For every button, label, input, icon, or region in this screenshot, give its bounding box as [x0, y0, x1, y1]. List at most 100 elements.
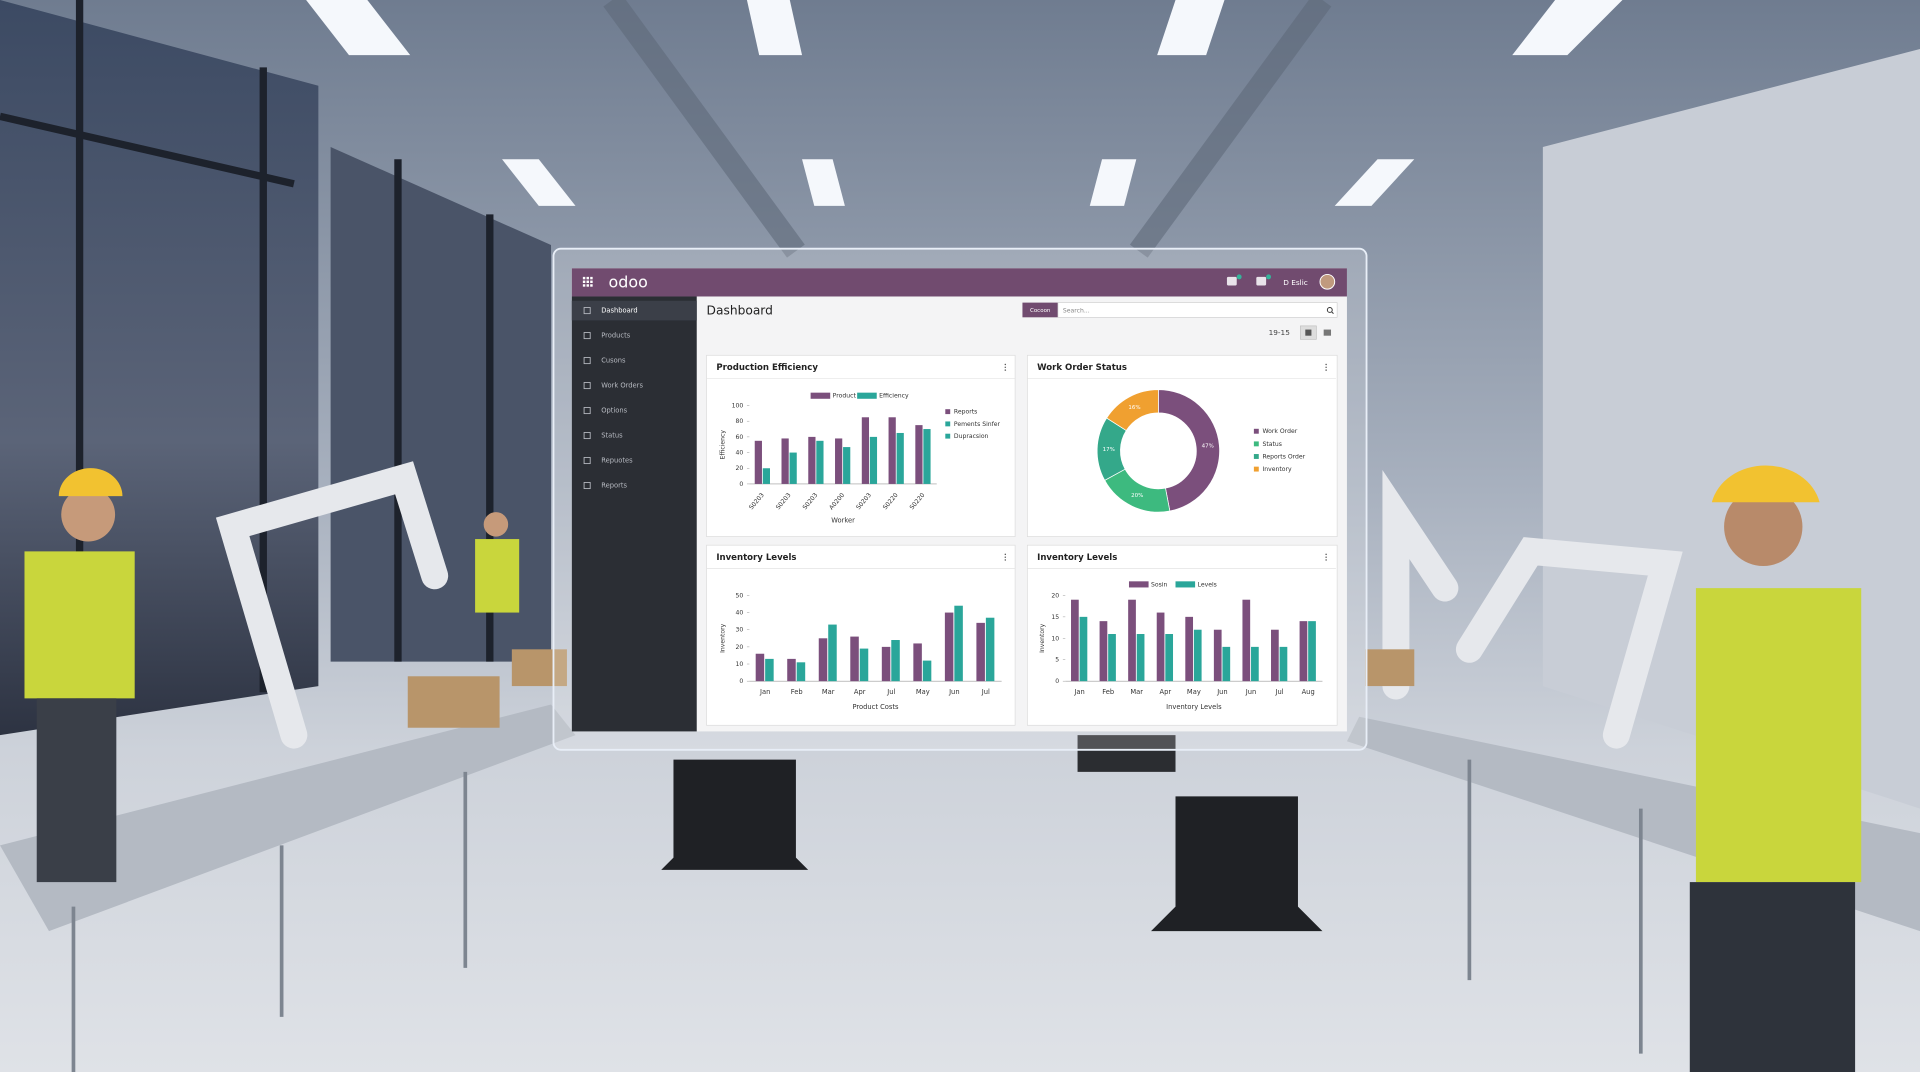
bar: [922, 660, 932, 682]
kanban-icon: [1305, 329, 1312, 336]
bar: [891, 640, 900, 682]
y-tick-label: 30: [735, 627, 743, 634]
y-tick-label: 60: [735, 434, 743, 441]
bar: [755, 653, 765, 682]
worker-left: [24, 468, 135, 883]
y-tick-label: 15: [1051, 614, 1059, 621]
menu-item[interactable]: Products: [601, 332, 631, 340]
legend-swatch: [1253, 428, 1259, 434]
notification-icons[interactable]: [1226, 274, 1272, 286]
legend-swatch: [1253, 454, 1259, 459]
legend-swatch: [1175, 581, 1196, 588]
legend-swatch: [857, 392, 877, 399]
worker-mid: [475, 512, 520, 613]
x-axis-label: Product Costs: [852, 703, 899, 711]
legend-label: Reports: [954, 409, 977, 416]
bar: [859, 648, 869, 682]
card-menu-dot[interactable]: [1325, 559, 1327, 561]
search-button-label[interactable]: Cocoon: [1030, 308, 1051, 314]
search-box[interactable]: [1057, 302, 1338, 318]
legend-label: Product: [833, 393, 857, 400]
menu-item[interactable]: Work Orders: [601, 382, 643, 390]
card-menu-dot[interactable]: [1004, 553, 1007, 556]
bar: [1071, 599, 1079, 682]
y-tick-label: 20: [1051, 592, 1059, 599]
y-tick-label: 0: [1055, 678, 1059, 685]
x-axis-label: Worker: [831, 517, 855, 525]
menu-item[interactable]: Reports: [601, 482, 627, 490]
menu-icon: [583, 332, 591, 340]
bar: [888, 417, 896, 484]
bar: [944, 612, 954, 682]
y-tick-label: 10: [735, 661, 743, 668]
menu-item[interactable]: Status: [601, 432, 623, 440]
card-menu-dot[interactable]: [1004, 366, 1007, 369]
bar: [923, 429, 931, 484]
avatar[interactable]: [1319, 273, 1336, 290]
menu-icon: [583, 457, 591, 465]
apps-icon[interactable]: [582, 276, 593, 287]
menu-item[interactable]: Cusons: [601, 357, 626, 365]
legend-swatch: [1253, 441, 1259, 447]
x-tick-label: Jan: [759, 688, 770, 696]
pager[interactable]: 19-15: [1269, 328, 1291, 337]
slice-label: 17%: [1103, 447, 1115, 453]
legend-label: Efficiency: [879, 393, 909, 400]
card-menu-dot[interactable]: [1325, 553, 1327, 556]
bar: [808, 436, 816, 484]
card-menu-dot[interactable]: [1004, 369, 1007, 371]
y-axis-label: Inventory: [1039, 623, 1046, 653]
legend-label: Pements Sinfer: [954, 421, 1001, 428]
legend-swatch: [945, 409, 951, 415]
card-title: Production Efficiency: [716, 363, 818, 373]
search-placeholder[interactable]: Search...: [1063, 308, 1090, 315]
legend-swatch: [1128, 581, 1149, 588]
bar: [1128, 599, 1136, 682]
bar: [850, 636, 859, 682]
y-tick-label: 40: [735, 610, 743, 617]
card-menu-dot[interactable]: [1004, 363, 1007, 366]
bar: [816, 440, 824, 484]
search-icon[interactable]: [1326, 307, 1334, 314]
bar: [796, 662, 806, 682]
y-axis-label: Inventory: [719, 623, 726, 653]
x-axis-label: Inventory Levels: [1166, 703, 1222, 711]
bar: [818, 638, 828, 682]
menu-item[interactable]: Repuotes: [601, 457, 633, 465]
bar: [954, 605, 963, 682]
list-view-button[interactable]: [1323, 329, 1332, 336]
legend-swatch: [1253, 466, 1259, 472]
bar: [787, 658, 796, 682]
x-tick-label: Jan: [1073, 688, 1084, 696]
bar: [915, 425, 923, 484]
legend-label: Sosin: [1151, 581, 1167, 588]
bar: [1242, 599, 1251, 682]
bar: [789, 452, 797, 484]
menu-item[interactable]: Dashboard: [601, 307, 637, 315]
x-tick-label: Feb: [1102, 688, 1114, 696]
user-name[interactable]: D Eslic: [1283, 278, 1308, 287]
search-button[interactable]: [1022, 302, 1058, 318]
slice-label: 16%: [1128, 405, 1140, 411]
card-menu-dot[interactable]: [1004, 556, 1007, 558]
slice-label: 20%: [1131, 493, 1143, 499]
bar: [913, 643, 922, 682]
bar: [1099, 621, 1108, 682]
bar: [835, 438, 843, 484]
bar: [843, 447, 851, 484]
y-tick-label: 10: [1051, 635, 1059, 642]
y-tick-label: 0: [739, 678, 743, 685]
card-menu-dot[interactable]: [1325, 556, 1327, 558]
card-title: Inventory Levels: [716, 553, 796, 563]
card-menu-dot[interactable]: [1325, 363, 1327, 366]
x-tick-label: May: [916, 688, 930, 696]
card-menu-dot[interactable]: [1325, 369, 1327, 371]
legend-label: Reports Order: [1262, 453, 1305, 460]
menu-icon: [583, 432, 591, 440]
logo[interactable]: odoo: [609, 273, 648, 292]
card-menu-dot[interactable]: [1325, 366, 1327, 369]
card-menu-dot[interactable]: [1004, 559, 1007, 561]
menu-item[interactable]: Options: [601, 407, 627, 415]
